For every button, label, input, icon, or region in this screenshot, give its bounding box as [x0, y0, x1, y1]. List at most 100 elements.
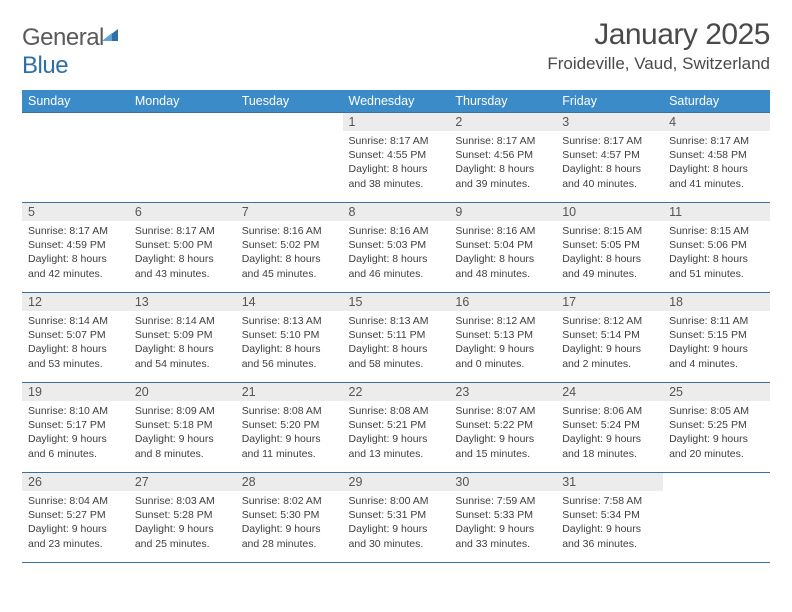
weekday-header: Thursday	[449, 90, 556, 113]
calendar-day-cell: 15Sunrise: 8:13 AMSunset: 5:11 PMDayligh…	[343, 293, 450, 383]
calendar-day-cell: 10Sunrise: 8:15 AMSunset: 5:05 PMDayligh…	[556, 203, 663, 293]
day-number: 1	[343, 113, 450, 131]
day-details: Sunrise: 8:15 AMSunset: 5:06 PMDaylight:…	[663, 221, 770, 285]
day-number: 12	[22, 293, 129, 311]
day-details: Sunrise: 8:13 AMSunset: 5:10 PMDaylight:…	[236, 311, 343, 375]
day-details: Sunrise: 7:58 AMSunset: 5:34 PMDaylight:…	[556, 491, 663, 555]
weekday-header: Sunday	[22, 90, 129, 113]
day-details: Sunrise: 8:12 AMSunset: 5:14 PMDaylight:…	[556, 311, 663, 375]
calendar-table: Sunday Monday Tuesday Wednesday Thursday…	[22, 90, 770, 563]
day-number: 15	[343, 293, 450, 311]
day-details: Sunrise: 8:15 AMSunset: 5:05 PMDaylight:…	[556, 221, 663, 285]
calendar-day-cell	[129, 113, 236, 203]
weekday-header: Saturday	[663, 90, 770, 113]
calendar-day-cell: 28Sunrise: 8:02 AMSunset: 5:30 PMDayligh…	[236, 473, 343, 563]
day-number: 17	[556, 293, 663, 311]
day-number: 24	[556, 383, 663, 401]
calendar-day-cell: 14Sunrise: 8:13 AMSunset: 5:10 PMDayligh…	[236, 293, 343, 383]
brand-logo: GeneralBlue	[22, 18, 122, 80]
calendar-day-cell: 12Sunrise: 8:14 AMSunset: 5:07 PMDayligh…	[22, 293, 129, 383]
calendar-day-cell: 3Sunrise: 8:17 AMSunset: 4:57 PMDaylight…	[556, 113, 663, 203]
day-number: 27	[129, 473, 236, 491]
day-details: Sunrise: 8:03 AMSunset: 5:28 PMDaylight:…	[129, 491, 236, 555]
calendar-day-cell: 19Sunrise: 8:10 AMSunset: 5:17 PMDayligh…	[22, 383, 129, 473]
day-number: 20	[129, 383, 236, 401]
calendar-day-cell: 22Sunrise: 8:08 AMSunset: 5:21 PMDayligh…	[343, 383, 450, 473]
day-details: Sunrise: 8:16 AMSunset: 5:04 PMDaylight:…	[449, 221, 556, 285]
calendar-week-row: 1Sunrise: 8:17 AMSunset: 4:55 PMDaylight…	[22, 113, 770, 203]
calendar-day-cell: 6Sunrise: 8:17 AMSunset: 5:00 PMDaylight…	[129, 203, 236, 293]
day-details: Sunrise: 8:11 AMSunset: 5:15 PMDaylight:…	[663, 311, 770, 375]
calendar-day-cell: 27Sunrise: 8:03 AMSunset: 5:28 PMDayligh…	[129, 473, 236, 563]
day-number: 19	[22, 383, 129, 401]
day-details: Sunrise: 8:05 AMSunset: 5:25 PMDaylight:…	[663, 401, 770, 465]
calendar-day-cell: 25Sunrise: 8:05 AMSunset: 5:25 PMDayligh…	[663, 383, 770, 473]
calendar-week-row: 12Sunrise: 8:14 AMSunset: 5:07 PMDayligh…	[22, 293, 770, 383]
calendar-day-cell: 18Sunrise: 8:11 AMSunset: 5:15 PMDayligh…	[663, 293, 770, 383]
day-number: 4	[663, 113, 770, 131]
day-number: 9	[449, 203, 556, 221]
header-row: GeneralBlue January 2025 Froideville, Va…	[22, 18, 770, 80]
day-number: 2	[449, 113, 556, 131]
calendar-day-cell: 1Sunrise: 8:17 AMSunset: 4:55 PMDaylight…	[343, 113, 450, 203]
calendar-week-row: 5Sunrise: 8:17 AMSunset: 4:59 PMDaylight…	[22, 203, 770, 293]
day-details: Sunrise: 8:17 AMSunset: 4:57 PMDaylight:…	[556, 131, 663, 195]
calendar-day-cell: 30Sunrise: 7:59 AMSunset: 5:33 PMDayligh…	[449, 473, 556, 563]
calendar-day-cell: 11Sunrise: 8:15 AMSunset: 5:06 PMDayligh…	[663, 203, 770, 293]
day-details: Sunrise: 8:14 AMSunset: 5:09 PMDaylight:…	[129, 311, 236, 375]
calendar-day-cell: 5Sunrise: 8:17 AMSunset: 4:59 PMDaylight…	[22, 203, 129, 293]
day-details: Sunrise: 8:16 AMSunset: 5:02 PMDaylight:…	[236, 221, 343, 285]
calendar-day-cell	[663, 473, 770, 563]
calendar-day-cell: 16Sunrise: 8:12 AMSunset: 5:13 PMDayligh…	[449, 293, 556, 383]
day-number: 5	[22, 203, 129, 221]
weekday-header: Monday	[129, 90, 236, 113]
calendar-day-cell: 4Sunrise: 8:17 AMSunset: 4:58 PMDaylight…	[663, 113, 770, 203]
day-number: 29	[343, 473, 450, 491]
day-number: 8	[343, 203, 450, 221]
calendar-day-cell: 2Sunrise: 8:17 AMSunset: 4:56 PMDaylight…	[449, 113, 556, 203]
day-details: Sunrise: 7:59 AMSunset: 5:33 PMDaylight:…	[449, 491, 556, 555]
day-number: 31	[556, 473, 663, 491]
day-number: 21	[236, 383, 343, 401]
calendar-day-cell: 7Sunrise: 8:16 AMSunset: 5:02 PMDaylight…	[236, 203, 343, 293]
calendar-day-cell: 23Sunrise: 8:07 AMSunset: 5:22 PMDayligh…	[449, 383, 556, 473]
calendar-day-cell: 24Sunrise: 8:06 AMSunset: 5:24 PMDayligh…	[556, 383, 663, 473]
day-details: Sunrise: 8:02 AMSunset: 5:30 PMDaylight:…	[236, 491, 343, 555]
day-details: Sunrise: 8:08 AMSunset: 5:20 PMDaylight:…	[236, 401, 343, 465]
day-number: 18	[663, 293, 770, 311]
day-number: 25	[663, 383, 770, 401]
calendar-day-cell: 8Sunrise: 8:16 AMSunset: 5:03 PMDaylight…	[343, 203, 450, 293]
weekday-header: Wednesday	[343, 90, 450, 113]
day-details: Sunrise: 8:08 AMSunset: 5:21 PMDaylight:…	[343, 401, 450, 465]
day-details: Sunrise: 8:17 AMSunset: 4:58 PMDaylight:…	[663, 131, 770, 195]
day-number: 23	[449, 383, 556, 401]
calendar-day-cell: 31Sunrise: 7:58 AMSunset: 5:34 PMDayligh…	[556, 473, 663, 563]
calendar-day-cell: 13Sunrise: 8:14 AMSunset: 5:09 PMDayligh…	[129, 293, 236, 383]
day-details: Sunrise: 8:10 AMSunset: 5:17 PMDaylight:…	[22, 401, 129, 465]
day-details: Sunrise: 8:14 AMSunset: 5:07 PMDaylight:…	[22, 311, 129, 375]
day-number: 3	[556, 113, 663, 131]
day-details: Sunrise: 8:12 AMSunset: 5:13 PMDaylight:…	[449, 311, 556, 375]
calendar-day-cell: 29Sunrise: 8:00 AMSunset: 5:31 PMDayligh…	[343, 473, 450, 563]
brand-part2: Blue	[22, 52, 68, 79]
calendar-day-cell: 17Sunrise: 8:12 AMSunset: 5:14 PMDayligh…	[556, 293, 663, 383]
location-subtitle: Froideville, Vaud, Switzerland	[547, 54, 770, 74]
weekday-header-row: Sunday Monday Tuesday Wednesday Thursday…	[22, 90, 770, 113]
day-details: Sunrise: 8:07 AMSunset: 5:22 PMDaylight:…	[449, 401, 556, 465]
day-number: 6	[129, 203, 236, 221]
day-details: Sunrise: 8:17 AMSunset: 4:55 PMDaylight:…	[343, 131, 450, 195]
calendar-week-row: 19Sunrise: 8:10 AMSunset: 5:17 PMDayligh…	[22, 383, 770, 473]
day-number: 30	[449, 473, 556, 491]
day-details: Sunrise: 8:04 AMSunset: 5:27 PMDaylight:…	[22, 491, 129, 555]
day-number: 28	[236, 473, 343, 491]
day-number: 14	[236, 293, 343, 311]
month-title: January 2025	[547, 18, 770, 52]
calendar-day-cell: 20Sunrise: 8:09 AMSunset: 5:18 PMDayligh…	[129, 383, 236, 473]
calendar-day-cell: 9Sunrise: 8:16 AMSunset: 5:04 PMDaylight…	[449, 203, 556, 293]
day-number: 13	[129, 293, 236, 311]
brand-text: GeneralBlue	[22, 24, 122, 80]
day-details: Sunrise: 8:13 AMSunset: 5:11 PMDaylight:…	[343, 311, 450, 375]
day-number: 11	[663, 203, 770, 221]
day-details: Sunrise: 8:17 AMSunset: 4:56 PMDaylight:…	[449, 131, 556, 195]
day-details: Sunrise: 8:17 AMSunset: 4:59 PMDaylight:…	[22, 221, 129, 285]
